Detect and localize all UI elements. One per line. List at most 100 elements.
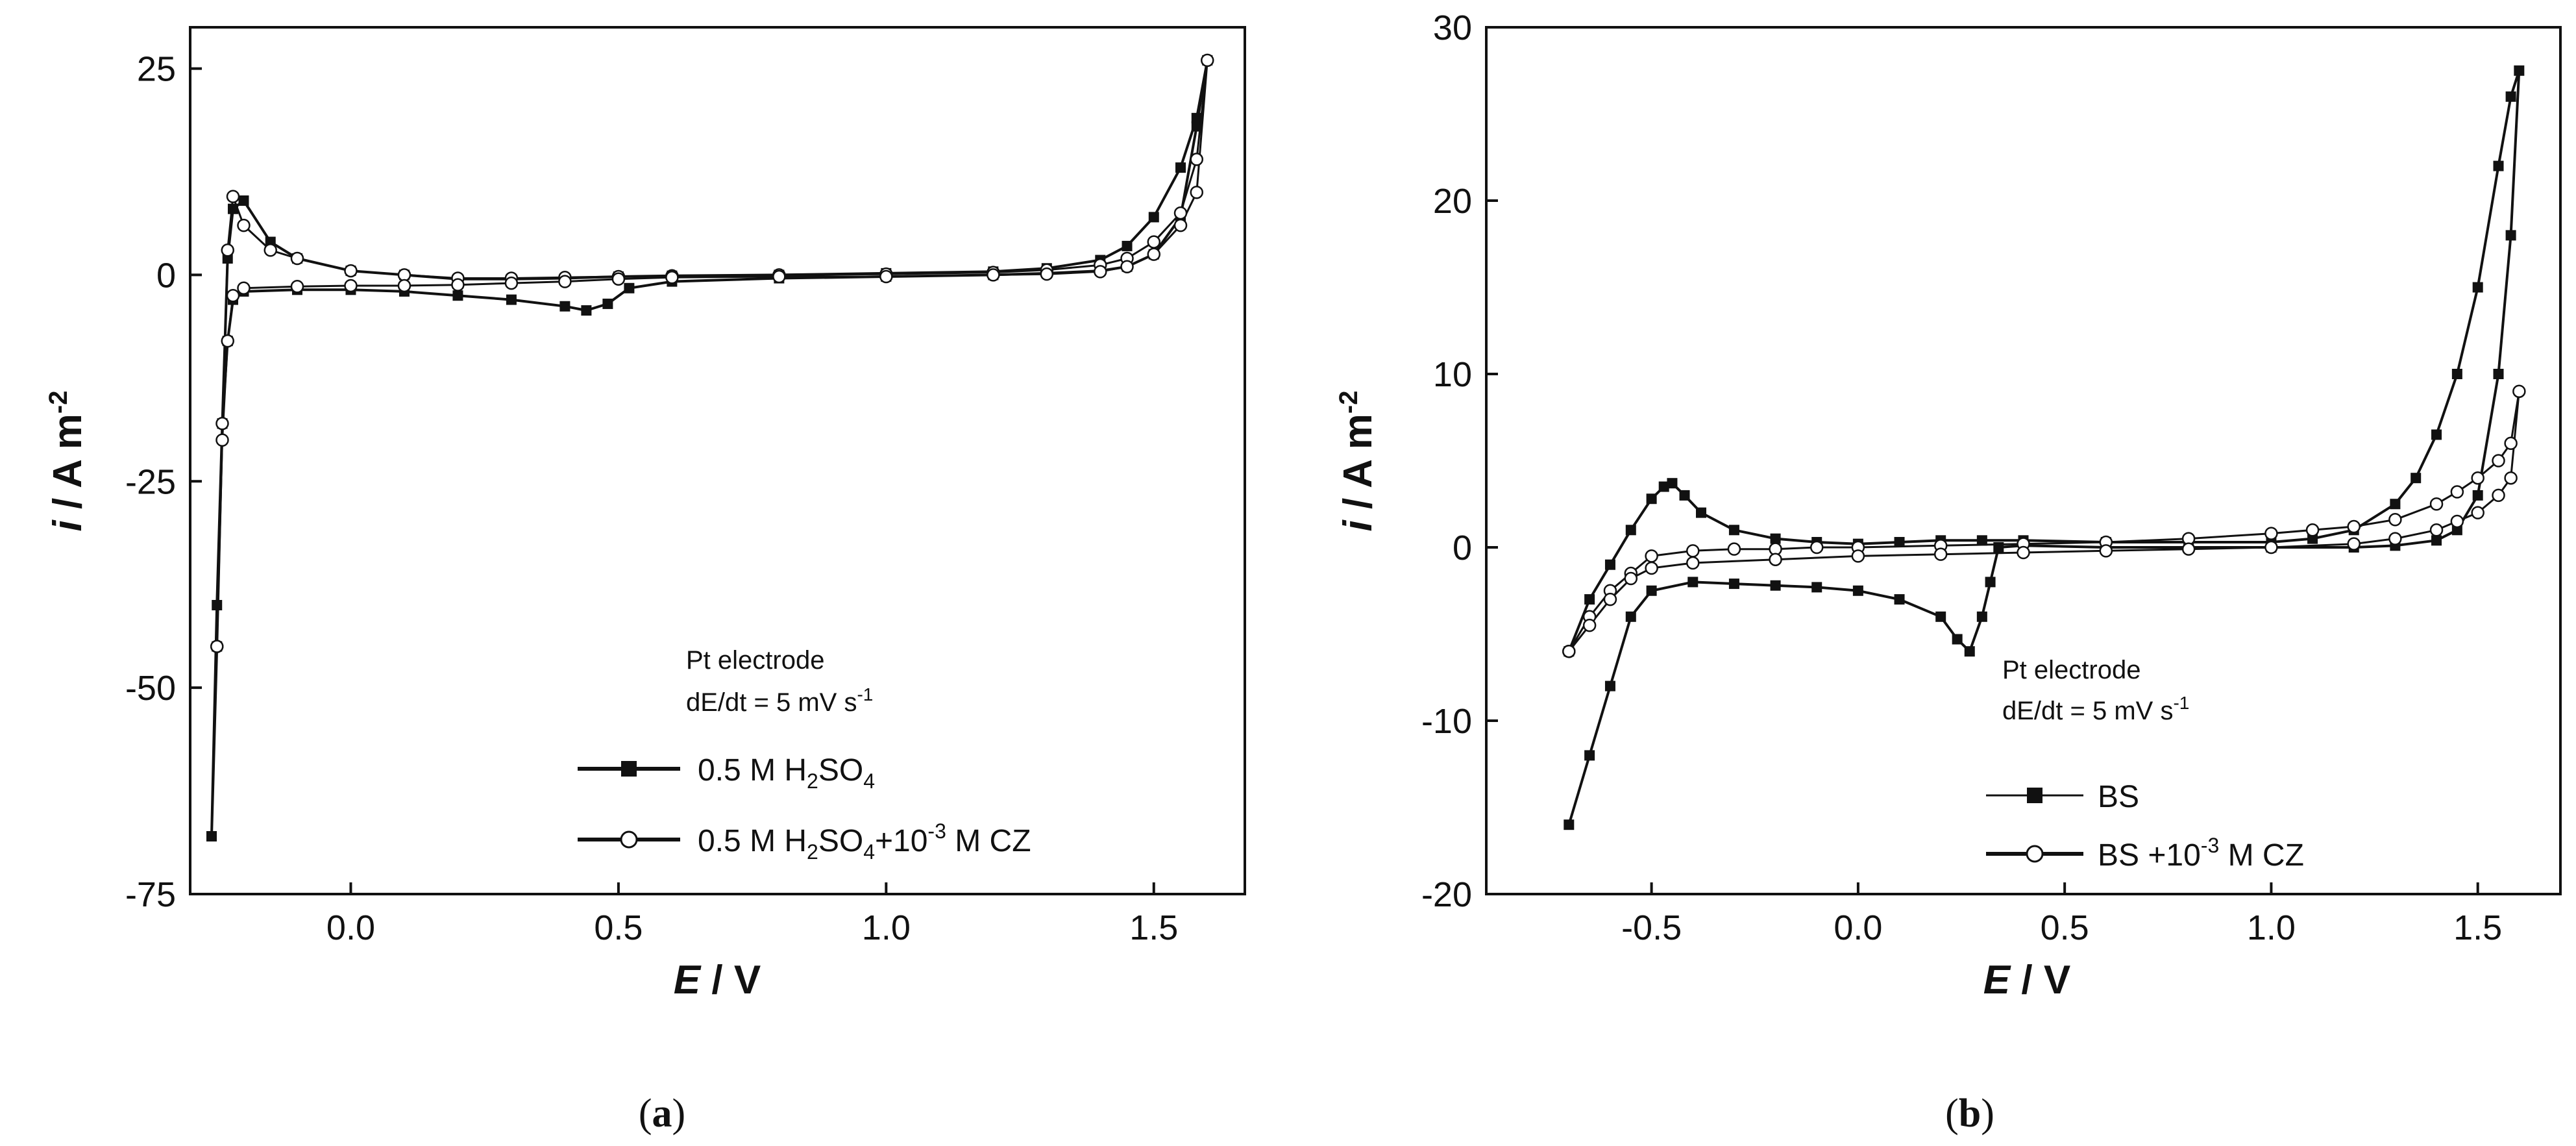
panel-a-series-2-marker bbox=[237, 281, 251, 295]
panel-b-y-tick-label: 20 bbox=[1433, 182, 1472, 221]
panel-a-x-tick-label: 1.5 bbox=[1129, 908, 1178, 947]
panel-a-series-1-marker bbox=[227, 203, 238, 214]
panel-b-series-2-marker bbox=[1624, 571, 1638, 586]
panel-a-series-2-marker bbox=[1201, 53, 1214, 68]
panel-b-series-2-marker bbox=[2504, 471, 2518, 485]
panel-a-series-2-marker bbox=[237, 218, 251, 232]
panel-a-legend: 0.5 M H2SO4 0.5 M H2SO4+10-3 M CZ bbox=[578, 753, 1031, 864]
panel-b-series-1-marker bbox=[1952, 634, 1963, 645]
panel-b-series-2-marker bbox=[2512, 384, 2526, 398]
panel-a-x-var: E bbox=[674, 958, 702, 1003]
panel-a-x-axis-title: E / V bbox=[674, 958, 761, 1003]
panel-b-series-1-marker bbox=[2505, 91, 2516, 102]
panel-b-series-1-marker bbox=[1604, 680, 1615, 691]
panel-b-series-1-marker bbox=[2390, 499, 2401, 510]
panel-b-plot-frame bbox=[1485, 26, 2562, 895]
panel-b-series-2-marker bbox=[1809, 540, 1824, 554]
panel-a-series-1-marker bbox=[206, 831, 217, 841]
panel-b-series-1-marker bbox=[1564, 819, 1575, 830]
panel-b-series-2-marker bbox=[2388, 532, 2402, 545]
panel-b-series-2-marker bbox=[2471, 471, 2484, 485]
panel-a-series-2-marker bbox=[1190, 186, 1204, 199]
panel-b-series-1-marker bbox=[1894, 594, 1905, 605]
panel-a-series-2-marker bbox=[221, 243, 234, 257]
panel-a-series-2-marker bbox=[1190, 153, 1204, 166]
panel-a-series-2-marker bbox=[215, 433, 229, 447]
panel-b-series-1-marker bbox=[1964, 646, 1975, 657]
panel-b-series-1-marker bbox=[1696, 507, 1706, 518]
panel-b-series-2-marker bbox=[2492, 454, 2505, 467]
panel-b-x-var: E bbox=[1983, 958, 2011, 1003]
panel-b-x-tick-label: 0.5 bbox=[2041, 908, 2089, 947]
panel-b-series-2-marker bbox=[1645, 549, 1658, 563]
panel-a-caption-letter: a bbox=[652, 1091, 672, 1136]
panel-b-legend-1-marker bbox=[2027, 788, 2042, 803]
panel-b-series-2-marker bbox=[1603, 592, 1617, 606]
panel-a-series-2-marker bbox=[215, 417, 229, 430]
panel-a-series-1-marker bbox=[559, 301, 570, 312]
panel-a-series-2-marker bbox=[221, 334, 234, 348]
panel-a-y-var: i bbox=[45, 519, 90, 532]
panel-b-series-2-marker bbox=[1645, 561, 1658, 575]
panel-b-series-1-marker bbox=[1646, 585, 1657, 596]
panel-b-series-1-marker bbox=[2410, 473, 2422, 484]
panel-b-series-2-line bbox=[1568, 390, 2520, 653]
panel-b-x-axis-title: E / V bbox=[1983, 958, 2070, 1003]
panel-a-data-layer bbox=[206, 53, 1214, 841]
panel-b-series-2-marker bbox=[1727, 542, 1741, 556]
panel-b-series-2-marker bbox=[1933, 547, 1948, 561]
panel-b-series-1-marker bbox=[1770, 580, 1781, 591]
panel-b-series-2-marker bbox=[2264, 540, 2278, 554]
panel-b-series-1-marker bbox=[1811, 582, 1822, 593]
panel-b-annotation-rate: dE/dt = 5 mV s bbox=[2002, 697, 2173, 725]
panel-a-series-1-marker bbox=[1122, 240, 1133, 251]
panel-b-series-1-marker bbox=[2431, 429, 2442, 440]
panel-a-series-2-marker bbox=[344, 264, 358, 278]
panel-b-series-1-marker bbox=[1679, 490, 1690, 501]
panel-b-series-2-marker bbox=[2388, 513, 2402, 527]
panel-b-series-2-marker bbox=[2429, 523, 2444, 537]
panel-a-series-2-marker bbox=[451, 278, 465, 292]
panel-b-annotation-line2: dE/dt = 5 mV s-1 bbox=[2002, 693, 2189, 725]
panel-b-series-2-marker bbox=[2264, 527, 2278, 540]
panel-a-legend-2-p3: +10 bbox=[875, 824, 927, 858]
panel-a-series-1-marker bbox=[1148, 212, 1159, 223]
panel-a-series-2-marker bbox=[1147, 235, 1161, 249]
panel-b-legend-entry-2: BS +10-3 M CZ bbox=[1986, 834, 2304, 873]
panel-a-legend-1-marker bbox=[621, 761, 637, 777]
panel-b-annotation-exp: -1 bbox=[2173, 693, 2189, 713]
panel-b-series-2-marker bbox=[1686, 556, 1700, 570]
panel-b-series-1-marker bbox=[1625, 611, 1636, 622]
panel-b-ticks: -0.5 0.0 0.5 1.0 1.5 30 20 10 0 -10 -20 bbox=[1421, 8, 2502, 947]
panel-a-series-2-marker bbox=[290, 251, 304, 266]
panel-b-series-2-marker bbox=[2450, 485, 2464, 499]
panel-a-legend-1-sub2: 4 bbox=[863, 769, 875, 793]
panel-b-legend-2-label: BS +10-3 M CZ bbox=[2098, 834, 2304, 873]
panel-a-series-2-marker bbox=[558, 275, 572, 288]
panel-a-series-1-marker bbox=[624, 282, 635, 293]
panel-a-series-2-marker bbox=[1147, 247, 1161, 261]
panel-b-y-var: i bbox=[1336, 519, 1380, 532]
panel-a-series-1-marker bbox=[1191, 112, 1202, 123]
panel-b-series-2-marker bbox=[1769, 553, 1782, 566]
panel-a-series-1-line bbox=[210, 58, 1209, 837]
panel-a-series-1-marker bbox=[506, 294, 517, 305]
panel-b-y-tick-label: 30 bbox=[1433, 8, 1472, 47]
panel-a-series-1-marker bbox=[238, 195, 249, 206]
panel-b-series-1-marker bbox=[1852, 585, 1863, 596]
panel-b-series-1-marker bbox=[1976, 611, 1987, 622]
panel-b-series-1-marker bbox=[2493, 160, 2504, 171]
panel-b-series-2-marker bbox=[2347, 537, 2361, 551]
panel-a-y-tick-label: -25 bbox=[125, 462, 176, 501]
panel-b-annotation-line1: Pt electrode bbox=[2002, 656, 2141, 684]
panel-b-series-2-marker bbox=[2099, 544, 2113, 558]
panel-b-series-1-marker bbox=[1935, 611, 1946, 622]
panel-a-ticks: 0.0 0.5 1.0 1.5 25 0 -25 -50 -75 bbox=[125, 50, 1178, 947]
panel-b-y-exp: -2 bbox=[1334, 390, 1363, 414]
panel-a-series-2-marker bbox=[344, 279, 358, 293]
panel-a-legend-1-sub1: 2 bbox=[807, 769, 818, 793]
panel-a-series-2-marker bbox=[1173, 218, 1188, 232]
panel-b-series-2-marker bbox=[2492, 488, 2505, 503]
panel-a-series-2-marker bbox=[210, 640, 224, 653]
